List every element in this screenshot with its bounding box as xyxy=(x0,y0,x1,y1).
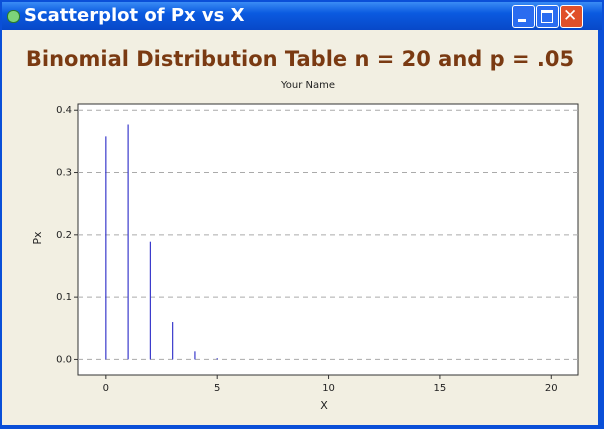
y-tick-label: 0.3 xyxy=(56,168,72,179)
x-axis-label: X xyxy=(320,399,328,412)
chart-title: Binomial Distribution Table n = 20 and p… xyxy=(26,47,574,71)
y-axis-label: Px xyxy=(31,231,44,245)
close-button[interactable]: ✕ xyxy=(560,5,583,28)
y-tick-label: 0.4 xyxy=(56,105,72,116)
window-icon xyxy=(7,10,20,23)
y-tick-label: 0.1 xyxy=(56,292,72,303)
y-tick-label: 0.0 xyxy=(56,354,72,365)
plot-area xyxy=(77,103,579,376)
x-tick-label: 20 xyxy=(545,383,558,394)
x-tick-label: 10 xyxy=(322,383,335,394)
x-tick-label: 0 xyxy=(103,383,109,394)
x-tick-label: 15 xyxy=(434,383,447,394)
minimize-button[interactable] xyxy=(512,5,535,28)
window-title: Scatterplot of Px vs X xyxy=(24,5,245,26)
title-bar: Scatterplot of Px vs X ✕ xyxy=(2,2,602,30)
x-tick-label: 5 xyxy=(214,383,220,394)
maximize-button[interactable] xyxy=(536,5,559,28)
y-tick-label: 0.2 xyxy=(56,230,72,241)
chart-subtitle: Your Name xyxy=(280,80,335,91)
chart: Binomial Distribution Table n = 20 and p… xyxy=(2,30,598,425)
